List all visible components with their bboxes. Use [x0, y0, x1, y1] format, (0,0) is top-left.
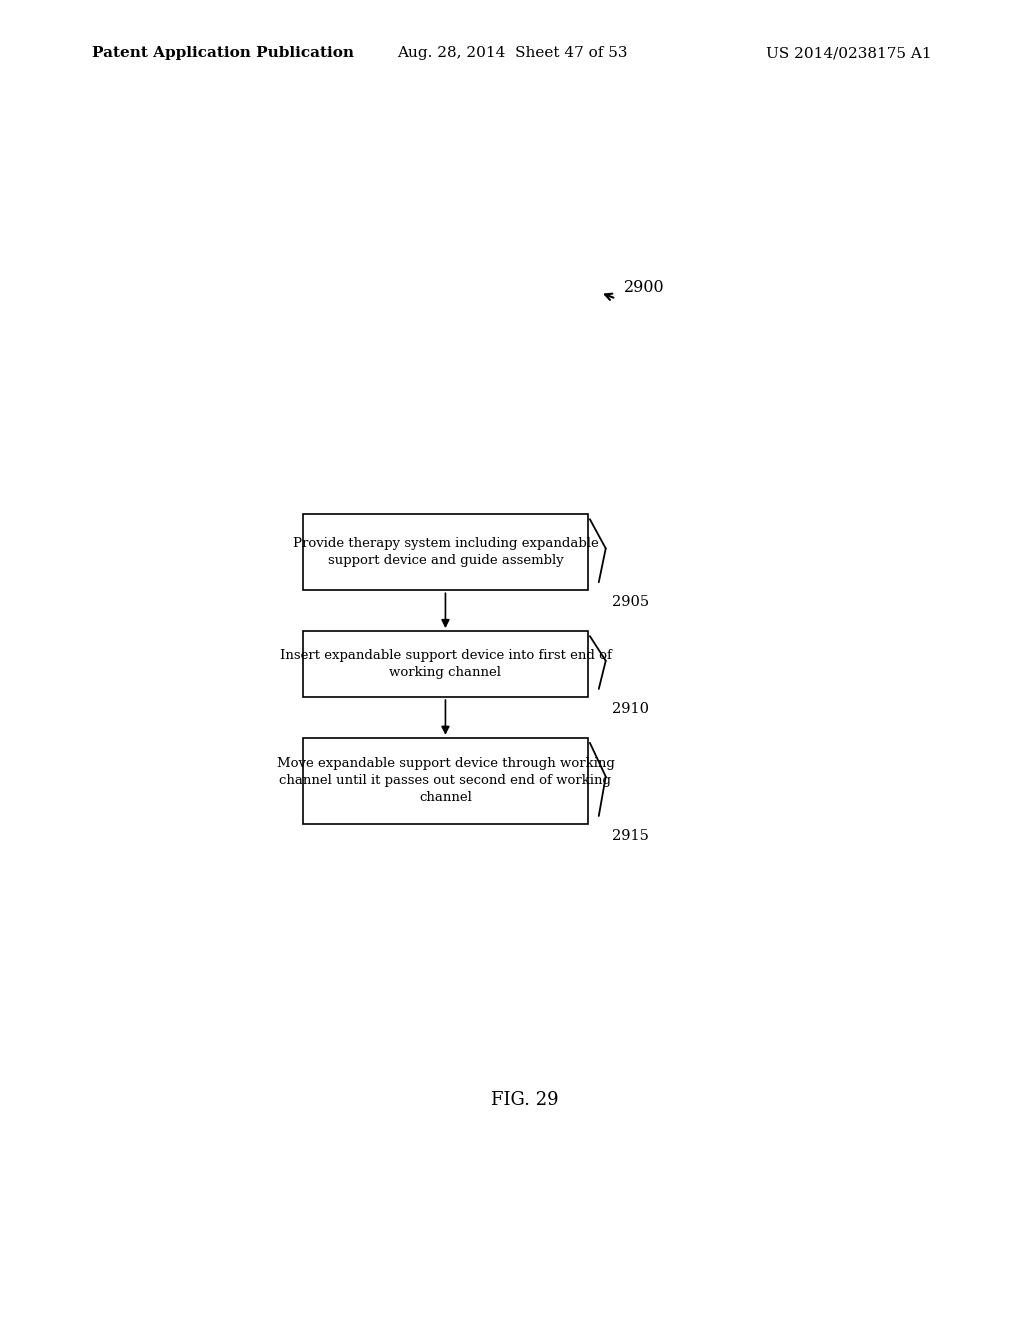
- Text: US 2014/0238175 A1: US 2014/0238175 A1: [766, 46, 932, 61]
- FancyBboxPatch shape: [303, 515, 588, 590]
- Text: 2900: 2900: [624, 279, 665, 296]
- Text: 2905: 2905: [612, 595, 649, 610]
- Text: Insert expandable support device into first end of
working channel: Insert expandable support device into fi…: [280, 649, 611, 678]
- Text: 2910: 2910: [612, 702, 649, 717]
- Text: 2915: 2915: [612, 829, 649, 843]
- Text: Provide therapy system including expandable
support device and guide assembly: Provide therapy system including expanda…: [293, 537, 598, 568]
- FancyBboxPatch shape: [303, 631, 588, 697]
- Text: Patent Application Publication: Patent Application Publication: [92, 46, 354, 61]
- Text: FIG. 29: FIG. 29: [490, 1090, 559, 1109]
- Text: Aug. 28, 2014  Sheet 47 of 53: Aug. 28, 2014 Sheet 47 of 53: [396, 46, 628, 61]
- Text: Move expandable support device through working
channel until it passes out secon: Move expandable support device through w…: [276, 758, 614, 804]
- FancyBboxPatch shape: [303, 738, 588, 824]
